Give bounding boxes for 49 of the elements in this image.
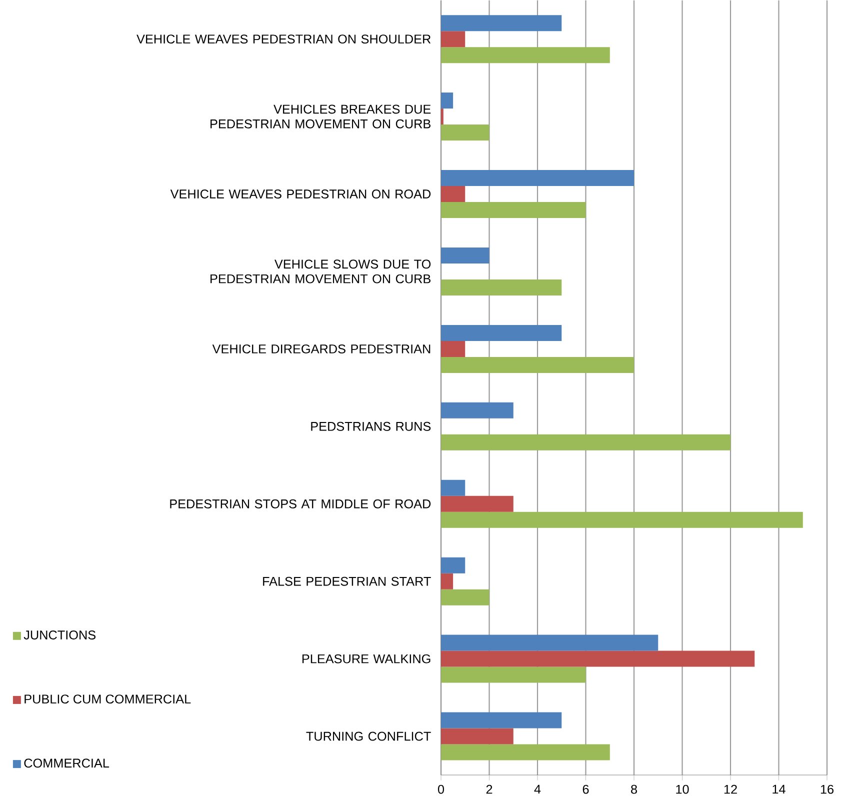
y-tick-label: VEHICLE WEAVES PEDESTRIAN ON SHOULDER — [136, 34, 431, 44]
y-tick-label: VEHICLE DIREGARDS PEDESTRIAN — [212, 344, 430, 354]
x-tick-label: 4 — [534, 784, 541, 794]
legend-label: PUBLIC CUM COMMERCIAL — [24, 694, 191, 704]
legend-label: COMMERCIAL — [24, 758, 110, 768]
bar — [441, 650, 755, 667]
bar — [441, 15, 562, 32]
x-tick-label: 0 — [438, 784, 444, 794]
bar — [441, 356, 634, 373]
bar — [441, 573, 454, 590]
legend-label: JUNCTIONS — [24, 630, 96, 640]
y-tick-label: PEDESTRIAN STOPS AT MIDDLE OF ROAD — [170, 499, 431, 508]
bar — [441, 728, 514, 744]
bar — [441, 340, 466, 357]
x-tick-label: 8 — [631, 784, 637, 794]
y-tick-label: PEDSTRIANS RUNS — [311, 422, 431, 431]
bar — [441, 666, 586, 683]
x-tick-label: 6 — [582, 784, 589, 794]
bar — [441, 279, 562, 296]
x-tick-label: 16 — [820, 784, 834, 794]
bar — [441, 512, 803, 528]
bar — [441, 496, 514, 512]
bar — [441, 744, 610, 760]
y-tick-label: FALSE PEDESTRIAN START — [263, 576, 431, 586]
bar — [441, 402, 514, 418]
bar — [441, 634, 658, 651]
x-tick-label: 14 — [772, 784, 786, 794]
y-tick-label: TURNING CONFLICT — [306, 732, 431, 741]
bar — [441, 31, 466, 48]
bar — [441, 247, 490, 264]
x-tick-label: 10 — [676, 784, 689, 794]
y-tick-label: VEHICLES BREAKES DUE PEDESTRIAN MOVEMENT ON CURB — [210, 104, 431, 128]
y-tick-label: VEHICLE WEAVES PEDESTRIAN ON ROAD — [170, 190, 431, 198]
bar — [441, 589, 490, 606]
x-tick-label: 12 — [724, 784, 737, 794]
y-tick-label: PLEASURE WALKING — [302, 654, 430, 664]
bar — [441, 186, 466, 202]
bar — [441, 124, 490, 141]
bar — [441, 434, 731, 450]
bar — [441, 712, 562, 728]
bar — [441, 92, 454, 109]
bar — [441, 202, 586, 218]
bar — [441, 324, 562, 341]
x-tick-label: 2 — [486, 784, 492, 794]
bar — [441, 557, 466, 574]
bar — [441, 170, 634, 186]
bar — [441, 47, 610, 64]
y-tick-label: VEHICLE SLOWS DUE TO PEDESTRIAN MOVEMENT ON CURB — [210, 260, 431, 284]
bar — [441, 480, 466, 496]
